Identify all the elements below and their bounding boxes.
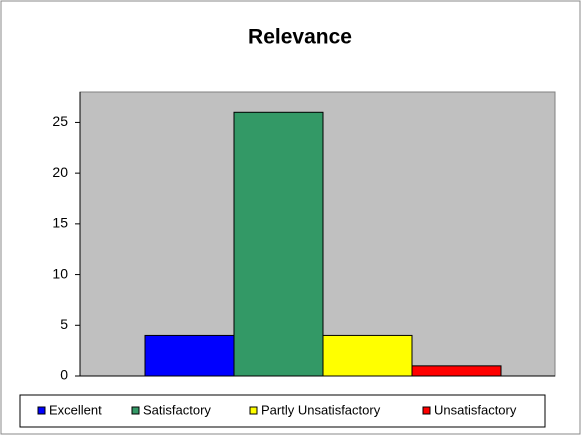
y-tick-label: 10 <box>52 265 68 281</box>
y-tick-label: 5 <box>60 316 68 332</box>
legend-swatch <box>131 406 140 415</box>
legend-label: Partly Unsatisfactory <box>261 402 381 417</box>
legend-swatch <box>422 406 431 415</box>
legend-label: Satisfactory <box>143 402 211 417</box>
y-tick-label: 25 <box>52 113 68 129</box>
y-tick-label: 15 <box>52 215 68 231</box>
y-tick-label: 0 <box>60 367 68 383</box>
bar <box>411 365 502 377</box>
legend-swatch <box>37 406 46 415</box>
legend-label: Unsatisfactory <box>434 402 517 417</box>
legend-box <box>19 394 546 428</box>
legend-label: Excellent <box>49 402 102 417</box>
bar <box>322 334 413 377</box>
y-tick-label: 20 <box>52 164 68 180</box>
bar <box>233 111 324 377</box>
legend-swatch <box>249 406 258 415</box>
bar <box>144 334 235 377</box>
chart-title: Relevance <box>248 26 352 49</box>
